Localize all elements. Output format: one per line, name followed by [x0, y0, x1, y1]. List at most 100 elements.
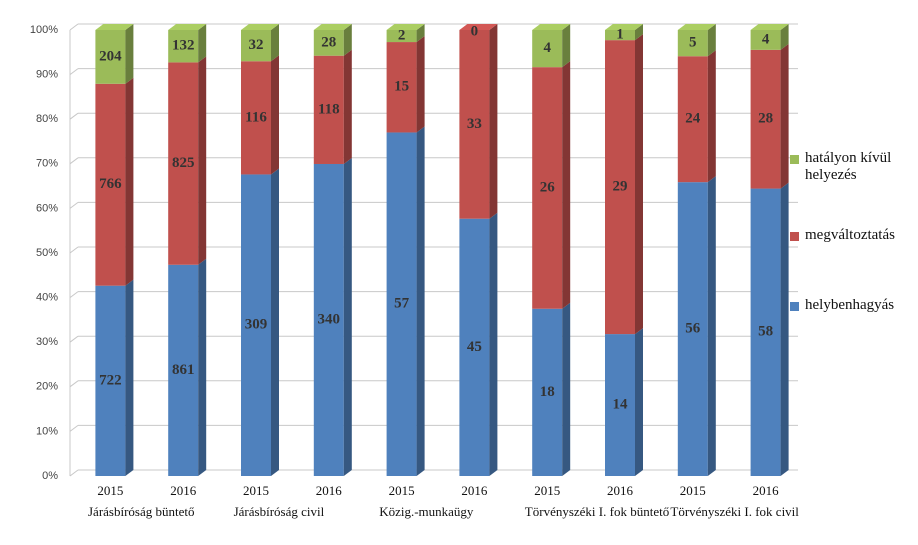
- grid-slant: [69, 157, 79, 165]
- data-label: 0: [471, 23, 479, 39]
- bar-top: [532, 24, 571, 30]
- bar: [241, 174, 271, 477]
- legend-item: helybenhagyás: [790, 297, 918, 314]
- data-label: 118: [318, 101, 340, 117]
- bar-side: [271, 55, 279, 175]
- bar-side: [780, 43, 789, 189]
- data-label: 132: [172, 38, 195, 54]
- group-label: Közig.-munkaügy: [379, 504, 474, 519]
- bar: [532, 308, 563, 476]
- y-tick-label: 60%: [36, 202, 58, 214]
- bar-side: [489, 212, 498, 476]
- data-label: 58: [758, 324, 773, 340]
- group-label: Törvényszéki I. fok büntető: [525, 504, 669, 519]
- bar-side: [707, 50, 716, 183]
- grid-slant: [69, 112, 79, 120]
- bar: [605, 40, 635, 335]
- legend-swatch: [790, 232, 799, 241]
- y-tick-label: 90%: [36, 69, 58, 81]
- y-tick-label: 100%: [30, 24, 58, 36]
- bar-side: [343, 49, 352, 164]
- group-label: Járásbíróság büntető: [88, 504, 195, 519]
- y-tick-label: 30%: [36, 336, 58, 348]
- bar: [313, 163, 344, 477]
- bar: [168, 30, 199, 63]
- bar-side: [125, 77, 134, 286]
- y-tick-label: 20%: [36, 381, 58, 393]
- bar-side: [780, 24, 789, 50]
- bar-side: [416, 36, 425, 133]
- grid-slant: [69, 380, 79, 388]
- grid-slant: [69, 424, 79, 432]
- bar: [750, 49, 781, 189]
- bar-side: [416, 24, 425, 43]
- data-label: 2: [398, 27, 406, 43]
- bar-side: [635, 24, 643, 41]
- bar-top: [313, 24, 352, 30]
- bar-top: [677, 24, 716, 30]
- bar: [750, 30, 781, 50]
- bar-top: [386, 24, 425, 30]
- bar: [532, 67, 563, 309]
- bar-side: [562, 302, 571, 476]
- legend-label: megváltoztatás: [805, 227, 895, 243]
- bar: [168, 62, 199, 265]
- grid-slant: [69, 246, 79, 254]
- bar-side: [416, 126, 425, 476]
- bar: [605, 30, 635, 41]
- bar-side: [198, 56, 207, 265]
- x-tick-label: 2016: [170, 483, 197, 498]
- bar: [168, 264, 199, 476]
- bar: [95, 83, 126, 286]
- bar: [313, 30, 344, 56]
- bar-side: [198, 258, 207, 476]
- bar-side: [271, 168, 279, 477]
- x-tick-label: 2015: [243, 483, 269, 498]
- bar: [313, 55, 344, 164]
- y-tick-label: 0%: [42, 470, 58, 482]
- bar: [750, 188, 781, 477]
- bar: [677, 56, 708, 183]
- data-label: 116: [245, 109, 267, 125]
- data-label: 4: [762, 31, 770, 47]
- grid-slant: [69, 291, 79, 299]
- x-tick-label: 2016: [607, 483, 634, 498]
- bar-top: [95, 24, 134, 30]
- y-tick-label: 80%: [36, 113, 58, 125]
- legend-item: hatályon kívül helyezés: [790, 150, 918, 184]
- grid-slant: [69, 469, 79, 477]
- data-label: 1: [616, 27, 624, 43]
- bar-top: [241, 24, 279, 30]
- group-label: Járásbíróság civil: [234, 504, 325, 519]
- data-label: 722: [99, 372, 122, 388]
- data-label: 32: [249, 37, 264, 53]
- bar-side: [489, 24, 498, 219]
- bar-top: [459, 24, 498, 30]
- grid-slant: [69, 335, 79, 343]
- data-label: 5: [689, 35, 697, 51]
- data-label: 309: [245, 317, 268, 333]
- bar: [241, 30, 271, 62]
- group-label: Törvényszéki I. fok civil: [670, 504, 799, 519]
- legend-swatch: [790, 155, 799, 164]
- x-tick-label: 2015: [389, 483, 415, 498]
- bar-side: [343, 157, 352, 477]
- bar: [532, 30, 563, 68]
- bar-side: [562, 61, 571, 309]
- x-tick-label: 2015: [680, 483, 706, 498]
- legend-label: hatályon kívül helyezés: [805, 150, 892, 183]
- data-label: 28: [321, 34, 336, 50]
- bar-side: [707, 176, 716, 476]
- bar-side: [125, 279, 134, 476]
- data-label: 766: [99, 176, 122, 192]
- data-label: 204: [99, 48, 122, 64]
- y-tick-label: 40%: [36, 292, 58, 304]
- bar: [677, 30, 708, 57]
- bar: [386, 42, 417, 133]
- data-label: 56: [685, 321, 701, 337]
- legend-item: megváltoztatás: [790, 227, 918, 244]
- x-tick-label: 2016: [753, 483, 780, 498]
- legend-swatch: [790, 302, 799, 311]
- data-label: 14: [613, 396, 629, 412]
